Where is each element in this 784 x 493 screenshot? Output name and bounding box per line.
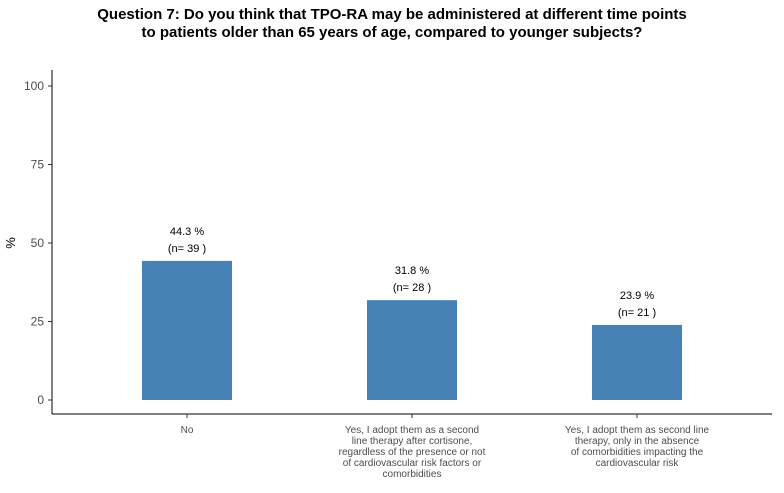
bar — [142, 260, 232, 400]
y-tick-label: 0 — [37, 393, 44, 407]
x-tick-label: of cardiovascular risk factors or — [343, 458, 482, 469]
x-tick-label: Yes, I adopt them as second line — [565, 425, 710, 436]
bar — [367, 300, 457, 400]
y-tick-label: 25 — [31, 315, 45, 329]
y-axis-title: % — [3, 237, 18, 249]
x-tick-label: Yes, I adopt them as a second — [345, 425, 479, 436]
x-tick-label: therapy, only in the absence — [575, 436, 700, 447]
x-tick-label: cardiovascular risk — [596, 458, 680, 469]
chart-title-line-2: to patients older than 65 years of age, … — [141, 24, 643, 41]
chart-title: Question 7: Do you think that TPO-RA may… — [0, 6, 784, 42]
x-tick-label: regardless of the presence or not — [339, 447, 486, 458]
data-label-count: (n= 39 ) — [168, 243, 206, 255]
chart-title-line-1: Question 7: Do you think that TPO-RA may… — [97, 6, 687, 23]
x-tick-label: of comorbidities impacting the — [571, 447, 704, 458]
data-labels: 44.3 % (n= 39 ) 31.8 % (n= 28 ) 23.9 % (n= 21… — [168, 226, 656, 319]
y-tick-label: 75 — [31, 158, 45, 172]
x-tick-label: comorbidities — [383, 469, 442, 480]
x-tick-label: No — [181, 425, 194, 436]
bars — [142, 260, 682, 400]
data-label-count: (n= 21 ) — [618, 307, 656, 319]
x-tick-label: line therapy after cortisone, — [352, 436, 473, 447]
y-tick-label: 100 — [24, 79, 44, 93]
y-ticks: 0 25 50 75 100 — [24, 79, 52, 407]
y-tick-label: 50 — [31, 236, 45, 250]
data-label-count: (n= 28 ) — [393, 282, 431, 294]
data-label-percent: 23.9 % — [620, 290, 654, 302]
data-label-percent: 44.3 % — [170, 226, 204, 238]
data-label-percent: 31.8 % — [395, 265, 429, 277]
bar — [592, 324, 682, 400]
